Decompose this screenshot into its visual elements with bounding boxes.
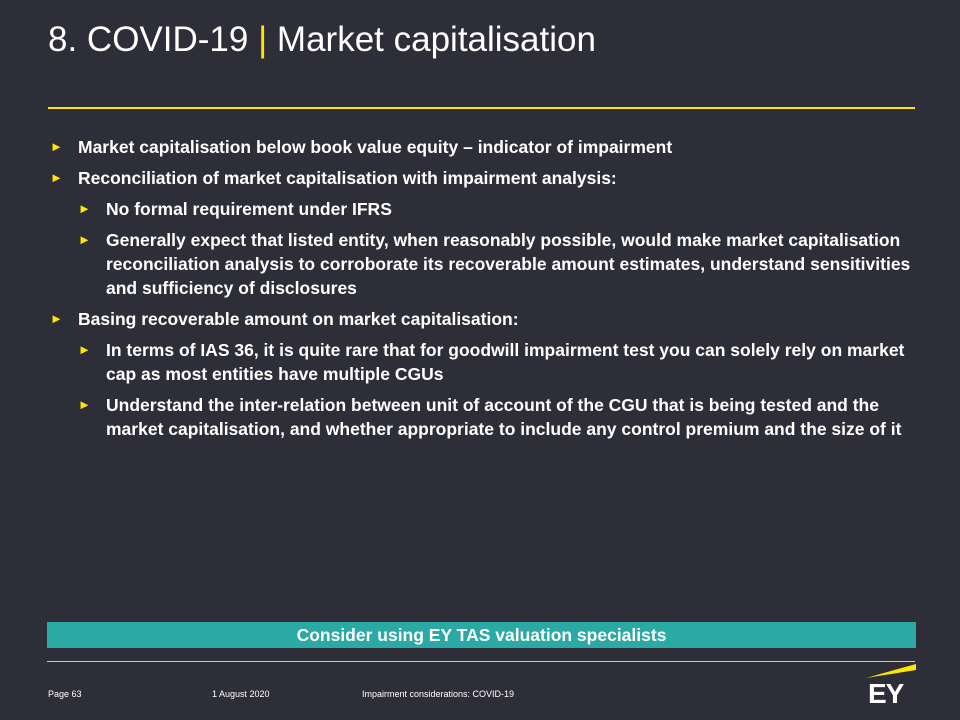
title-main: Market capitalisation xyxy=(276,20,596,59)
triangle-right-icon: ► xyxy=(50,311,63,326)
bullet-item: ► Reconciliation of market capitalisation… xyxy=(48,166,926,190)
title-separator: | xyxy=(258,20,268,59)
sub-bullet-item: ► Generally expect that listed entity, wh… xyxy=(48,228,926,300)
bullet-text: Reconciliation of market capitalisation … xyxy=(78,168,617,188)
sub-bullet-item: ► No formal requirement under IFRS xyxy=(48,197,926,221)
title-prefix: 8. COVID-19 xyxy=(48,20,249,59)
title-divider xyxy=(48,107,915,109)
bullet-text: Basing recoverable amount on market capi… xyxy=(78,309,519,329)
bullet-text: Generally expect that listed entity, whe… xyxy=(106,230,911,298)
footer-divider xyxy=(47,661,915,662)
triangle-right-icon: ► xyxy=(78,342,91,357)
callout-banner: Consider using EY TAS valuation speciali… xyxy=(47,622,916,648)
bullet-text: Understand the inter-relation between un… xyxy=(106,395,902,439)
ey-logo: EY xyxy=(866,664,916,710)
triangle-right-icon: ► xyxy=(50,139,63,154)
bullet-text: No formal requirement under IFRS xyxy=(106,199,392,219)
triangle-right-icon: ► xyxy=(78,232,91,247)
footer-page-number: Page 63 xyxy=(48,689,82,699)
footer-doc-title: Impairment considerations: COVID-19 xyxy=(362,689,515,699)
bullet-text: Market capitalisation below book value e… xyxy=(78,137,673,157)
triangle-right-icon: ► xyxy=(50,170,63,185)
sub-bullet-item: ► Understand the inter-relation between u… xyxy=(48,393,926,441)
logo-text: EY xyxy=(868,678,904,709)
page-title: 8. COVID-19 | Market capitalisation xyxy=(48,18,918,62)
triangle-right-icon: ► xyxy=(78,397,91,412)
triangle-right-icon: ► xyxy=(78,201,91,216)
logo-beam-icon xyxy=(866,664,916,678)
bullet-item: ► Market capitalisation below book value … xyxy=(48,135,926,159)
bullet-text: In terms of IAS 36, it is quite rare tha… xyxy=(106,340,905,384)
sub-bullet-item: ► In terms of IAS 36, it is quite rare th… xyxy=(48,338,926,386)
bullet-list: ► Market capitalisation below book value … xyxy=(48,135,926,448)
bullet-item: ► Basing recoverable amount on market cap… xyxy=(48,307,926,331)
footer-date: 1 August 2020 xyxy=(212,689,270,699)
